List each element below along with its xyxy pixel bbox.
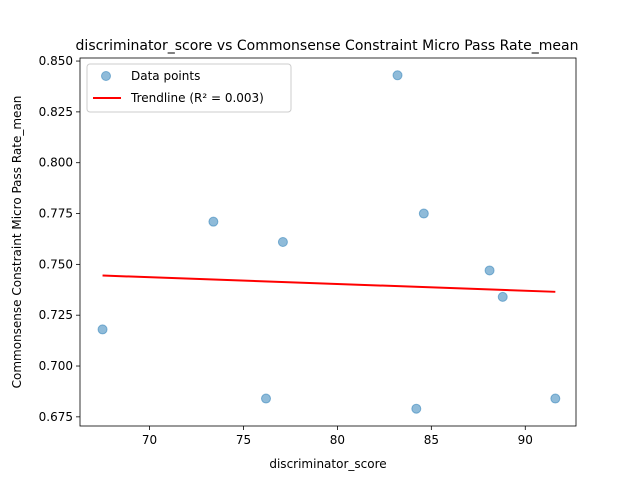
x-tick-label: 80 (330, 433, 345, 447)
data-point (418, 208, 429, 219)
y-axis-ticks: 0.675 0.700 0.725 0.750 0.775 0.800 0.825 0.850 (39, 54, 80, 424)
y-tick-label: 0.725 (39, 308, 73, 322)
data-point (550, 393, 561, 404)
legend-box (86, 63, 292, 113)
legend-label-trendline: Trendline (R² = 0.003) (130, 91, 264, 105)
legend-marker-data-points (101, 71, 111, 81)
trendline-layer (102, 274, 556, 293)
data-point (411, 403, 422, 414)
x-tick-label: 75 (236, 433, 251, 447)
data-points-layer (97, 70, 561, 414)
data-point (261, 393, 271, 404)
x-tick-label: 85 (424, 433, 439, 447)
x-axis-title: discriminator_score (269, 457, 386, 471)
y-tick-label: 0.675 (39, 410, 73, 424)
plot-area (79, 57, 577, 427)
data-point (208, 216, 219, 227)
y-tick-label: 0.700 (39, 359, 73, 373)
x-axis-ticks: 70 75 80 85 90 (142, 426, 533, 447)
y-tick-label: 0.775 (39, 207, 73, 221)
legend-label-data-points: Data points (131, 69, 200, 83)
data-point (277, 237, 288, 247)
data-point (97, 324, 108, 335)
trendline (102, 274, 556, 293)
y-axis-title: Commonsense Constraint Micro Pass Rate_m… (10, 96, 24, 389)
x-tick-label: 90 (518, 433, 533, 447)
data-point (392, 70, 403, 81)
y-tick-label: 0.825 (39, 105, 73, 119)
data-point (497, 291, 508, 302)
y-tick-label: 0.800 (39, 156, 73, 170)
legend: Data points Trendline (R² = 0.003) (86, 63, 292, 113)
y-tick-label: 0.750 (39, 257, 73, 271)
x-tick-label: 70 (142, 433, 157, 447)
y-tick-label: 0.850 (39, 54, 73, 68)
chart-title: discriminator_score vs Commonsense Const… (76, 38, 579, 54)
data-point (484, 265, 495, 276)
